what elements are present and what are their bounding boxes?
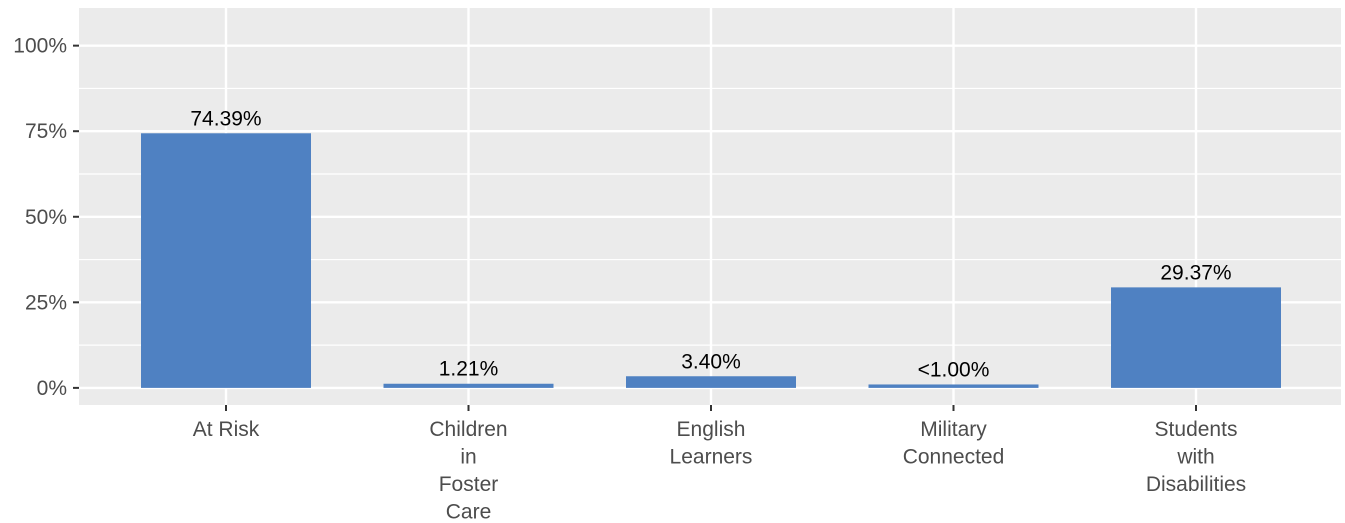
data-label: 1.21%: [439, 358, 499, 381]
x-tick-label: At Risk: [193, 418, 260, 441]
data-label: 3.40%: [681, 350, 741, 373]
y-tick-label: 25%: [25, 291, 67, 314]
x-tick-label: English Learners: [670, 418, 753, 469]
y-tick-label: 75%: [25, 120, 67, 143]
data-label: 74.39%: [190, 107, 261, 130]
y-tick-label: 100%: [13, 35, 67, 58]
x-tick-label: Children in Foster Care: [429, 418, 507, 523]
bar: [141, 133, 311, 388]
bar: [383, 383, 554, 388]
bars: [141, 133, 1281, 388]
y-tick-label: 50%: [25, 206, 67, 229]
data-label: <1.00%: [918, 358, 990, 381]
bar: [626, 376, 796, 388]
bar: [1111, 287, 1281, 388]
data-labels: 74.39% 1.21% 3.40% <1.00% 29.37%: [190, 107, 1231, 381]
y-axis: 0% 25% 50% 75% 100%: [13, 35, 79, 400]
x-tick-label: Military Connected: [903, 418, 1005, 469]
y-tick-label: 0%: [37, 377, 67, 400]
bar: [868, 384, 1039, 388]
x-axis: At Risk Children in Foster Care English Learne…: [193, 405, 1246, 523]
data-label: 29.37%: [1160, 261, 1231, 284]
x-tick-label: Students with Disabilities: [1146, 418, 1246, 496]
